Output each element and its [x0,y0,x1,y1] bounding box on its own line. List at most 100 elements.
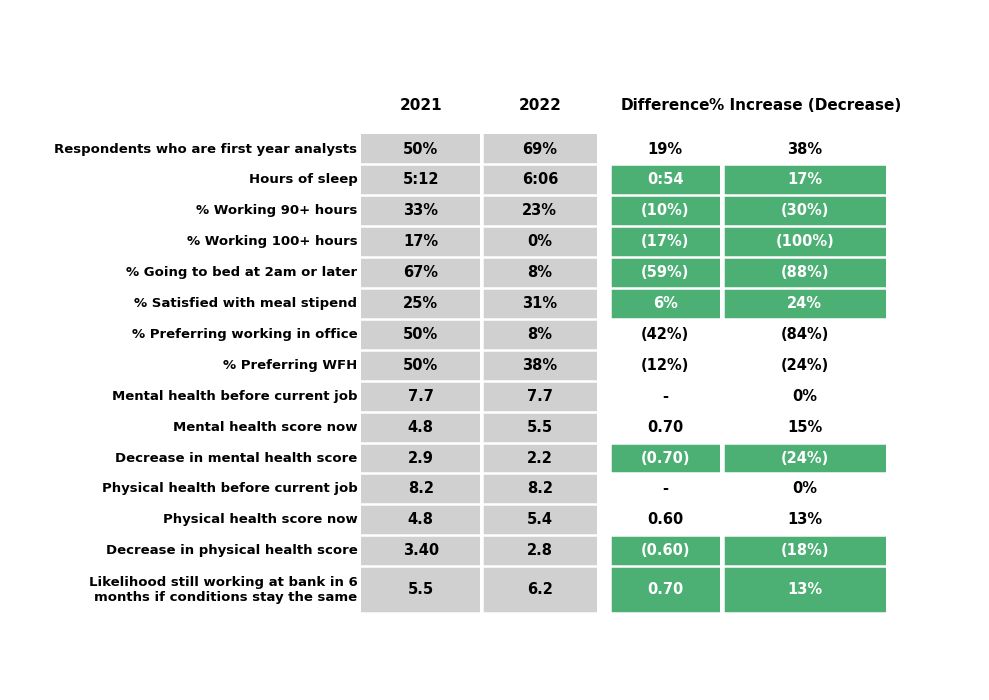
Bar [483,288,597,319]
Bar [361,442,480,473]
Text: 5.5: 5.5 [527,419,553,435]
Bar [361,412,480,442]
Text: 7.7: 7.7 [407,389,433,404]
Text: (17%): (17%) [641,234,689,249]
Text: % Preferring WFH: % Preferring WFH [224,359,357,372]
Text: 5:12: 5:12 [403,172,439,188]
Bar [723,473,886,505]
Bar [361,257,480,288]
Bar [361,381,480,412]
Text: (18%): (18%) [780,543,829,558]
Bar [483,412,597,442]
Bar [610,473,720,505]
Text: Hours of sleep: Hours of sleep [248,174,357,186]
Bar [723,288,886,319]
Bar [610,566,720,613]
Text: Physical health score now: Physical health score now [162,513,357,526]
Text: (84%): (84%) [780,327,829,342]
Bar [483,381,597,412]
Text: 17%: 17% [404,234,438,249]
Text: 8%: 8% [527,265,552,280]
Text: 2.2: 2.2 [527,451,553,466]
Bar [483,473,597,505]
Text: 6.2: 6.2 [527,582,553,597]
Bar [723,566,886,613]
Text: 4.8: 4.8 [407,419,433,435]
Bar [723,536,886,566]
Text: Physical health before current job: Physical health before current job [102,482,357,496]
Text: 19%: 19% [648,141,682,157]
Text: 8.2: 8.2 [527,482,553,496]
Bar [483,134,597,164]
Text: 2022: 2022 [518,98,562,113]
Text: Mental health before current job: Mental health before current job [112,390,357,402]
Bar [723,505,886,536]
Text: 0%: 0% [792,482,817,496]
Text: 50%: 50% [403,327,438,342]
Text: Difference: Difference [620,98,710,113]
Bar [723,226,886,257]
Text: % Preferring working in office: % Preferring working in office [132,328,357,341]
Text: 2021: 2021 [400,98,442,113]
Text: 33%: 33% [404,203,438,218]
Bar [723,134,886,164]
Text: (42%): (42%) [641,327,689,342]
Bar [723,257,886,288]
Text: (0.70): (0.70) [641,451,690,466]
Bar [723,381,886,412]
Bar [361,505,480,536]
Bar [483,350,597,381]
Bar [483,226,597,257]
Text: 13%: 13% [787,512,822,527]
Bar [483,442,597,473]
Bar [610,288,720,319]
Text: (24%): (24%) [780,358,829,373]
Text: 2.8: 2.8 [527,543,553,558]
Text: 23%: 23% [522,203,558,218]
Text: Respondents who are first year analysts: Respondents who are first year analysts [54,143,357,155]
Bar [610,505,720,536]
Bar [610,381,720,412]
Text: (100%): (100%) [775,234,834,249]
Bar [361,473,480,505]
Text: 69%: 69% [522,141,558,157]
Bar [723,412,886,442]
Bar [610,195,720,226]
Text: Decrease in physical health score: Decrease in physical health score [106,544,357,557]
Text: 38%: 38% [787,141,822,157]
Text: -: - [663,482,669,496]
Bar [483,257,597,288]
Text: 25%: 25% [404,296,438,311]
Bar [483,536,597,566]
Bar [361,319,480,350]
Bar [723,350,886,381]
Text: 4.8: 4.8 [407,512,433,527]
Text: 8%: 8% [527,327,552,342]
Text: 6:06: 6:06 [521,172,558,188]
Text: (0.60): (0.60) [641,543,690,558]
Bar [610,134,720,164]
Text: 17%: 17% [787,172,822,188]
Bar [610,442,720,473]
Bar [610,536,720,566]
Text: 50%: 50% [403,141,438,157]
Text: 0%: 0% [792,389,817,404]
Text: 7.7: 7.7 [527,389,553,404]
Text: (88%): (88%) [780,265,829,280]
Text: Mental health score now: Mental health score now [173,421,357,433]
Text: Decrease in mental health score: Decrease in mental health score [115,452,357,465]
Text: 3.40: 3.40 [403,543,439,558]
Bar [361,566,480,613]
Text: 15%: 15% [787,419,822,435]
Bar [483,566,597,613]
Text: (12%): (12%) [641,358,689,373]
Bar [361,288,480,319]
Bar [361,226,480,257]
Bar [483,195,597,226]
Bar [361,134,480,164]
Bar [610,226,720,257]
Text: 0.60: 0.60 [647,512,683,527]
Text: % Going to bed at 2am or later: % Going to bed at 2am or later [127,266,357,279]
Text: % Working 100+ hours: % Working 100+ hours [187,235,357,248]
Text: 0:54: 0:54 [647,172,683,188]
